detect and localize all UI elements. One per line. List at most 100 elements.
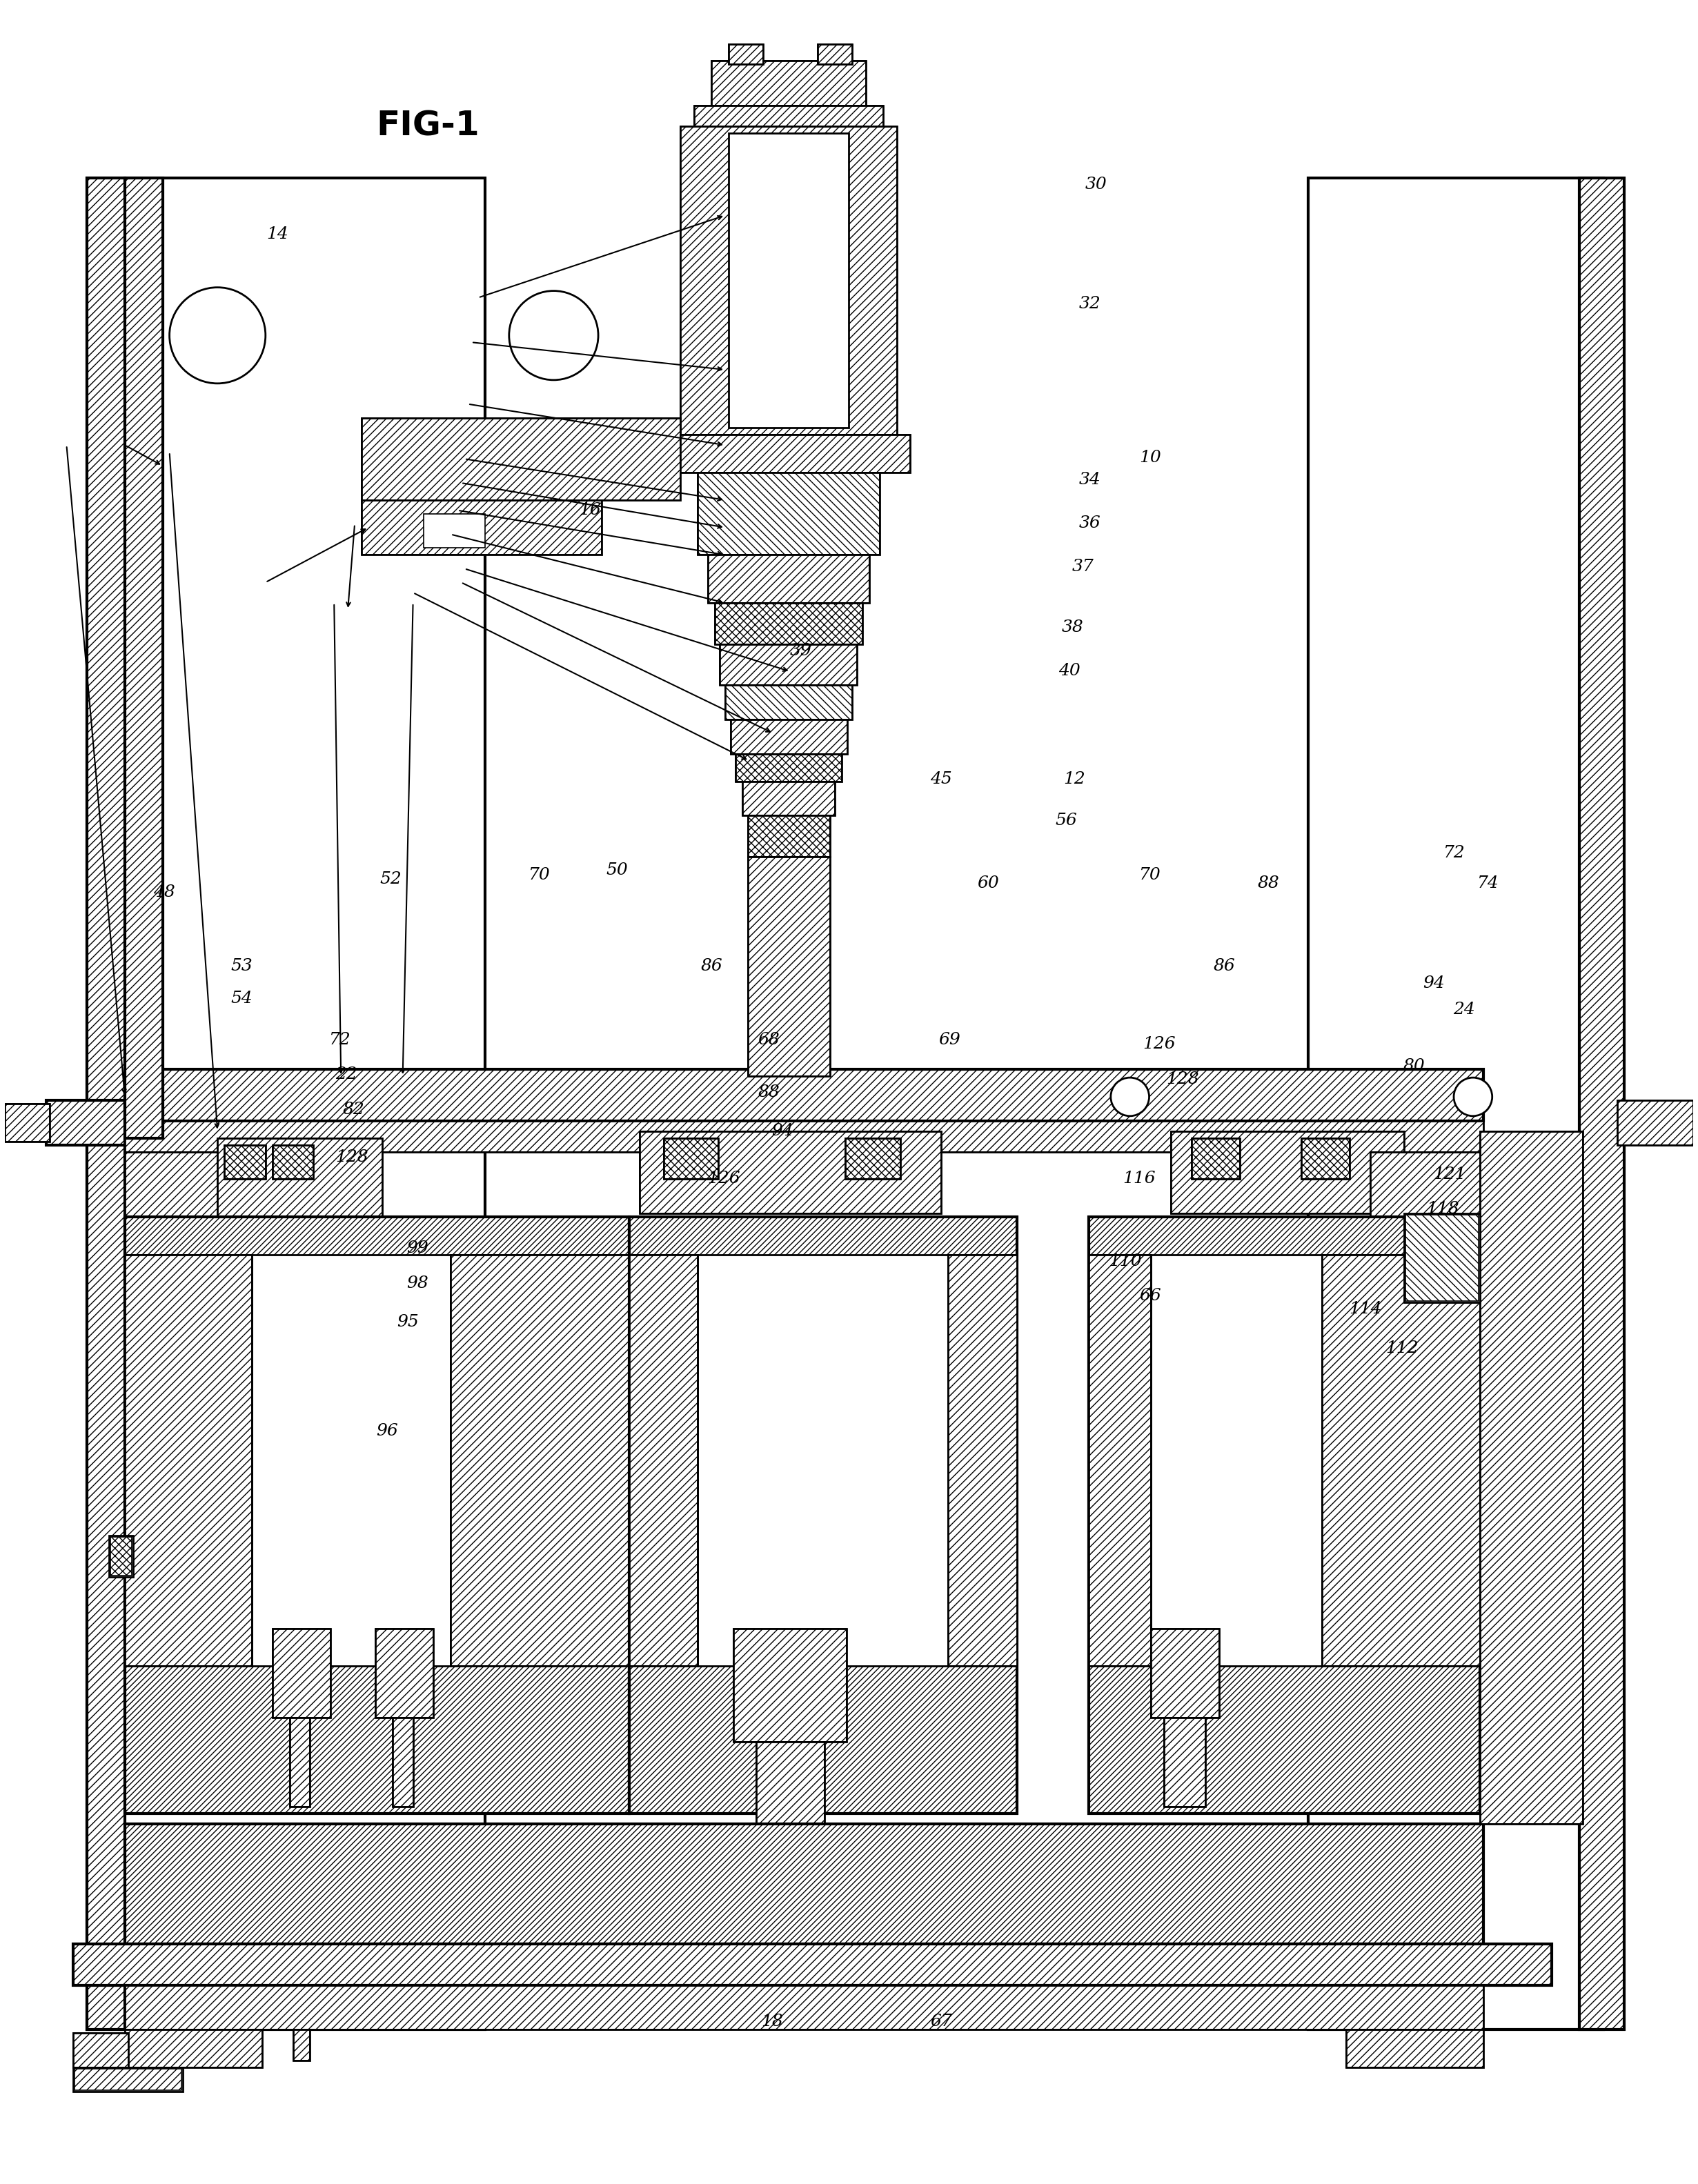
Bar [630, 1254, 698, 1666]
Bar [694, 105, 883, 127]
Circle shape [1453, 1077, 1493, 1116]
Text: 53: 53 [231, 959, 253, 974]
Text: 16: 16 [579, 502, 601, 518]
Bar [1165, 1717, 1206, 1806]
Bar [694, 105, 883, 127]
Bar [1370, 1151, 1484, 1216]
Bar [730, 719, 847, 753]
Text: 30: 30 [1085, 177, 1107, 192]
Bar [1301, 1138, 1350, 1179]
Text: 118: 118 [1426, 1201, 1459, 1216]
Bar [756, 1741, 825, 1824]
Bar [747, 815, 830, 856]
Bar [126, 1216, 630, 1813]
Text: 50: 50 [606, 863, 628, 878]
Text: 39: 39 [790, 644, 812, 660]
Bar [747, 856, 830, 1077]
Circle shape [170, 288, 265, 384]
Bar [734, 1629, 847, 1741]
Text: 66: 66 [1139, 1289, 1161, 1304]
Bar [846, 1138, 900, 1179]
Bar [362, 417, 681, 500]
Bar [818, 44, 852, 66]
Bar [720, 644, 857, 686]
Bar [725, 686, 852, 719]
Bar [224, 1144, 265, 1179]
Text: 10: 10 [1139, 450, 1161, 465]
Bar [5, 1103, 49, 1142]
Text: 24: 24 [1453, 1002, 1476, 1018]
Bar [126, 1070, 1484, 1120]
Text: 52: 52 [380, 871, 401, 887]
Bar [747, 856, 830, 1077]
Bar [1088, 1216, 1481, 1813]
Text: 121: 121 [1433, 1166, 1465, 1182]
Bar [126, 1824, 1484, 1944]
Bar [87, 177, 486, 2029]
Text: 48: 48 [153, 885, 175, 900]
Text: 99: 99 [406, 1241, 428, 1256]
Bar [450, 1254, 630, 1666]
Bar [290, 1717, 311, 1806]
Bar [667, 435, 910, 472]
Bar [711, 61, 866, 105]
Bar [1404, 1214, 1481, 1302]
Bar [217, 1138, 382, 1234]
Text: 112: 112 [1386, 1341, 1420, 1356]
Bar [1151, 1254, 1323, 1666]
Bar [75, 2068, 182, 2090]
Bar [126, 177, 163, 1138]
Text: 70: 70 [528, 867, 550, 882]
Bar [640, 1131, 941, 1214]
Text: 14: 14 [267, 227, 289, 242]
Text: 38: 38 [1061, 620, 1083, 636]
Bar [1616, 1101, 1693, 1144]
Bar [272, 1144, 314, 1179]
Bar [450, 1254, 630, 1666]
Text: 96: 96 [377, 1422, 397, 1439]
Text: 94: 94 [771, 1123, 793, 1140]
Bar [126, 1824, 1484, 1944]
Bar [747, 815, 830, 856]
Bar [272, 1144, 314, 1179]
Text: 88: 88 [757, 1083, 779, 1101]
Bar [630, 1216, 1017, 1813]
Bar [224, 1144, 265, 1179]
Text: 126: 126 [1143, 1035, 1175, 1053]
Bar [735, 753, 842, 782]
Bar [46, 1101, 126, 1144]
Bar [290, 1717, 311, 1806]
Bar [630, 1216, 1017, 1813]
Text: 110: 110 [1109, 1254, 1141, 1269]
Bar [126, 1070, 1484, 1120]
Text: 36: 36 [1078, 515, 1100, 531]
Bar [664, 1138, 718, 1179]
Bar [725, 686, 852, 719]
Bar [1088, 1216, 1481, 1813]
Text: 22: 22 [336, 1066, 358, 1083]
Bar [126, 1151, 338, 1216]
Bar [708, 555, 869, 603]
Bar [708, 555, 869, 603]
Bar [217, 1138, 382, 1234]
Bar [1347, 2029, 1484, 2068]
Text: 74: 74 [1477, 876, 1499, 891]
Bar [87, 177, 126, 2029]
Bar [1172, 1131, 1404, 1214]
Bar [728, 44, 762, 66]
Text: 98: 98 [406, 1275, 428, 1291]
Text: 40: 40 [1058, 662, 1080, 679]
Text: 126: 126 [706, 1171, 740, 1186]
Text: 37: 37 [1071, 559, 1094, 574]
Text: 32: 32 [1078, 295, 1100, 312]
Bar [73, 2033, 129, 2068]
Bar [1151, 1629, 1219, 1717]
Bar [630, 1254, 698, 1666]
Bar [73, 1944, 1552, 1985]
Bar [1481, 1131, 1583, 1824]
Bar [1323, 1254, 1481, 1666]
Bar [664, 1138, 718, 1179]
Bar [728, 133, 849, 428]
Text: 60: 60 [978, 876, 998, 891]
Bar [698, 472, 880, 555]
